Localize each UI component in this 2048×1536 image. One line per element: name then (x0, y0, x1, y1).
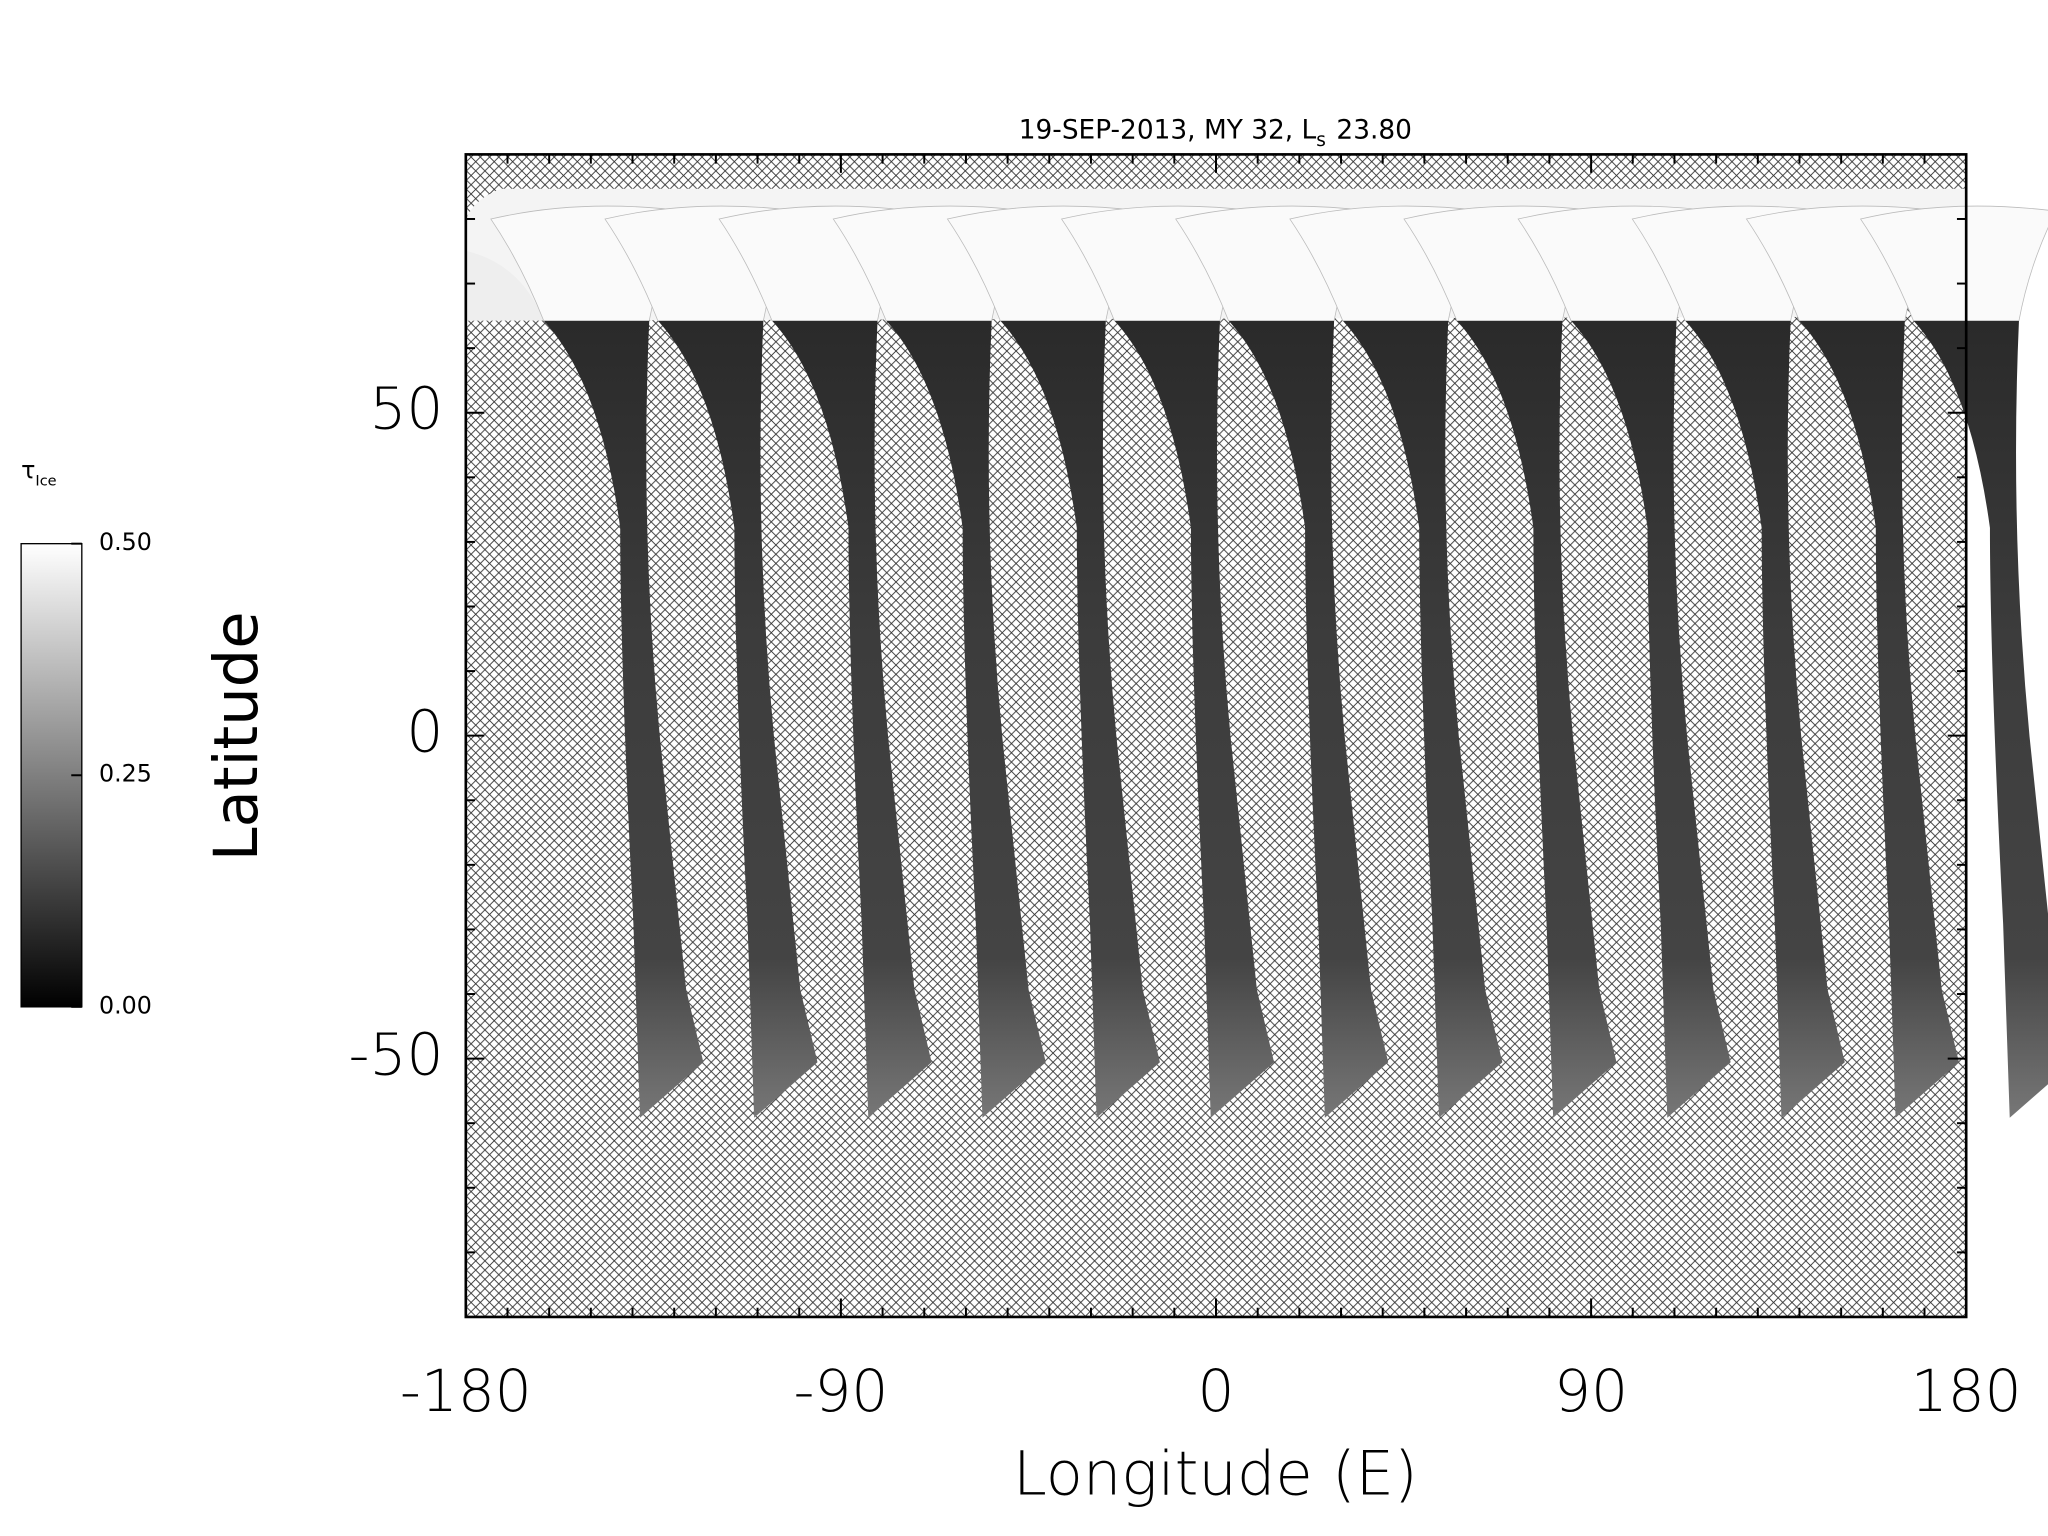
x-tick-label: 0 (1198, 1357, 1235, 1425)
swath-cap (1859, 205, 2048, 322)
colorbar-label: τIce (21, 456, 57, 490)
swath (1685, 320, 1845, 1118)
swaths (465, 188, 2048, 1118)
swath (771, 320, 932, 1118)
swath (1000, 320, 1160, 1118)
x-tick-label: -180 (400, 1357, 532, 1425)
colorbar-tick-label: 0.50 (99, 528, 152, 556)
colorbar-tick-label: 0.25 (99, 760, 152, 788)
colorbar-tick-label: 0.00 (99, 991, 152, 1019)
y-tick-label: 50 (370, 375, 444, 443)
swath (886, 320, 1046, 1118)
swath (1228, 320, 1389, 1118)
swath (543, 320, 704, 1118)
swath (1799, 320, 1959, 1118)
x-tick-label: 90 (1554, 1357, 1628, 1425)
y-tick-label: 0 (406, 698, 443, 766)
title: 19-SEP-2013, MY 32, Ls 23.80 (1019, 115, 1412, 151)
x-tick-label: 180 (1911, 1357, 2022, 1425)
swath (1456, 320, 1617, 1118)
x-axis-label: Longitude (E) (1013, 1439, 1418, 1509)
y-tick-label: -50 (349, 1021, 444, 1089)
x-tick-label: -90 (794, 1357, 889, 1425)
swath (1342, 320, 1503, 1118)
swath (657, 320, 818, 1118)
left-edge-swath (465, 250, 544, 321)
swath (1114, 320, 1275, 1118)
y-axis-label: Latitude (202, 611, 272, 861)
swath (1570, 320, 1731, 1118)
swath (1913, 320, 2048, 1118)
